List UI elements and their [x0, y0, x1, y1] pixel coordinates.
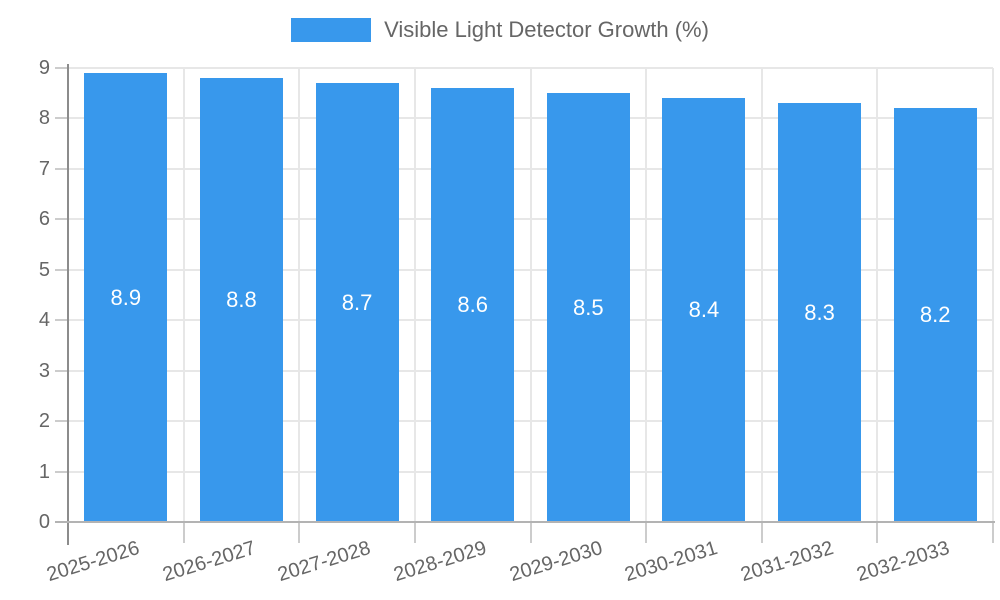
- x-gridline: [876, 68, 879, 522]
- x-axis-tick-label: 2025-2026: [44, 537, 143, 587]
- bar-value-label: 8.8: [226, 287, 257, 313]
- bar[interactable]: 8.4: [662, 98, 746, 522]
- y-axis-tick: [55, 167, 67, 170]
- y-axis-tick: [55, 117, 67, 120]
- bar-value-label: 8.2: [919, 302, 951, 328]
- y-axis-tick: [55, 67, 67, 69]
- y-axis-tick-label: 4: [38, 309, 50, 332]
- y-axis-tick-label: 5: [38, 258, 50, 281]
- x-axis-tick: [760, 523, 763, 543]
- x-axis-tick-label: 2026-2027: [159, 537, 258, 587]
- bar-value-label: 8.6: [457, 292, 488, 318]
- y-axis-tick: [55, 369, 67, 372]
- legend-item[interactable]: Visible Light Detector Growth (%): [0, 17, 1000, 43]
- y-axis-tick-label: 6: [38, 208, 50, 231]
- y-axis-tick-label: 9: [38, 57, 50, 79]
- bar[interactable]: 8.3: [778, 103, 862, 522]
- bar-value-label: 8.4: [688, 297, 720, 323]
- y-axis-tick: [55, 470, 67, 473]
- x-axis-tick-label: 2032-2033: [853, 537, 952, 587]
- x-gridline: [645, 68, 648, 522]
- legend-swatch: [291, 18, 372, 42]
- y-axis-tick-label: 3: [38, 359, 50, 382]
- x-axis-tick: [876, 523, 879, 543]
- y-axis-tick: [55, 319, 67, 322]
- x-axis-tick: [645, 523, 648, 543]
- x-axis-line: [55, 521, 995, 523]
- bar-value-label: 8.5: [573, 294, 604, 320]
- x-axis-tick: [413, 523, 416, 543]
- y-axis-tick-label: 2: [38, 410, 50, 433]
- x-gridline: [413, 68, 416, 522]
- x-gridline: [992, 68, 994, 522]
- x-gridline: [529, 68, 532, 522]
- bar-value-label: 8.7: [341, 289, 373, 315]
- x-gridline: [760, 68, 763, 522]
- bar[interactable]: 8.8: [199, 78, 283, 522]
- x-axis-tick-label: 2027-2028: [275, 537, 374, 587]
- bar[interactable]: 8.9: [84, 73, 168, 522]
- bar-value-label: 8.3: [804, 299, 835, 325]
- x-axis-tick: [182, 523, 185, 543]
- x-axis-tick: [992, 523, 994, 543]
- bar[interactable]: 8.6: [431, 88, 515, 522]
- y-axis-tick-label: 0: [38, 511, 50, 533]
- y-axis-tick: [55, 420, 67, 423]
- y-axis-tick: [55, 268, 67, 271]
- x-gridline: [182, 68, 185, 522]
- y-axis-tick-label: 1: [38, 460, 50, 483]
- bar[interactable]: 8.5: [546, 93, 630, 522]
- y-axis-tick: [55, 218, 67, 221]
- bar[interactable]: 8.7: [315, 83, 399, 522]
- x-axis-tick-label: 2029-2030: [506, 537, 605, 587]
- y-axis-tick-label: 7: [38, 157, 50, 180]
- y-axis-line: [67, 64, 69, 545]
- x-axis-tick: [298, 523, 301, 543]
- bar-value-label: 8.9: [110, 284, 142, 310]
- y-axis-tick-label: 8: [38, 107, 50, 130]
- x-axis-tick-label: 2031-2032: [738, 537, 836, 587]
- x-gridline: [298, 68, 301, 522]
- legend-label: Visible Light Detector Growth (%): [384, 17, 709, 42]
- bar[interactable]: 8.2: [893, 108, 977, 522]
- x-axis-tick: [529, 523, 532, 543]
- x-axis-tick-label: 2030-2031: [622, 537, 721, 587]
- x-axis-tick-label: 2028-2029: [391, 537, 490, 587]
